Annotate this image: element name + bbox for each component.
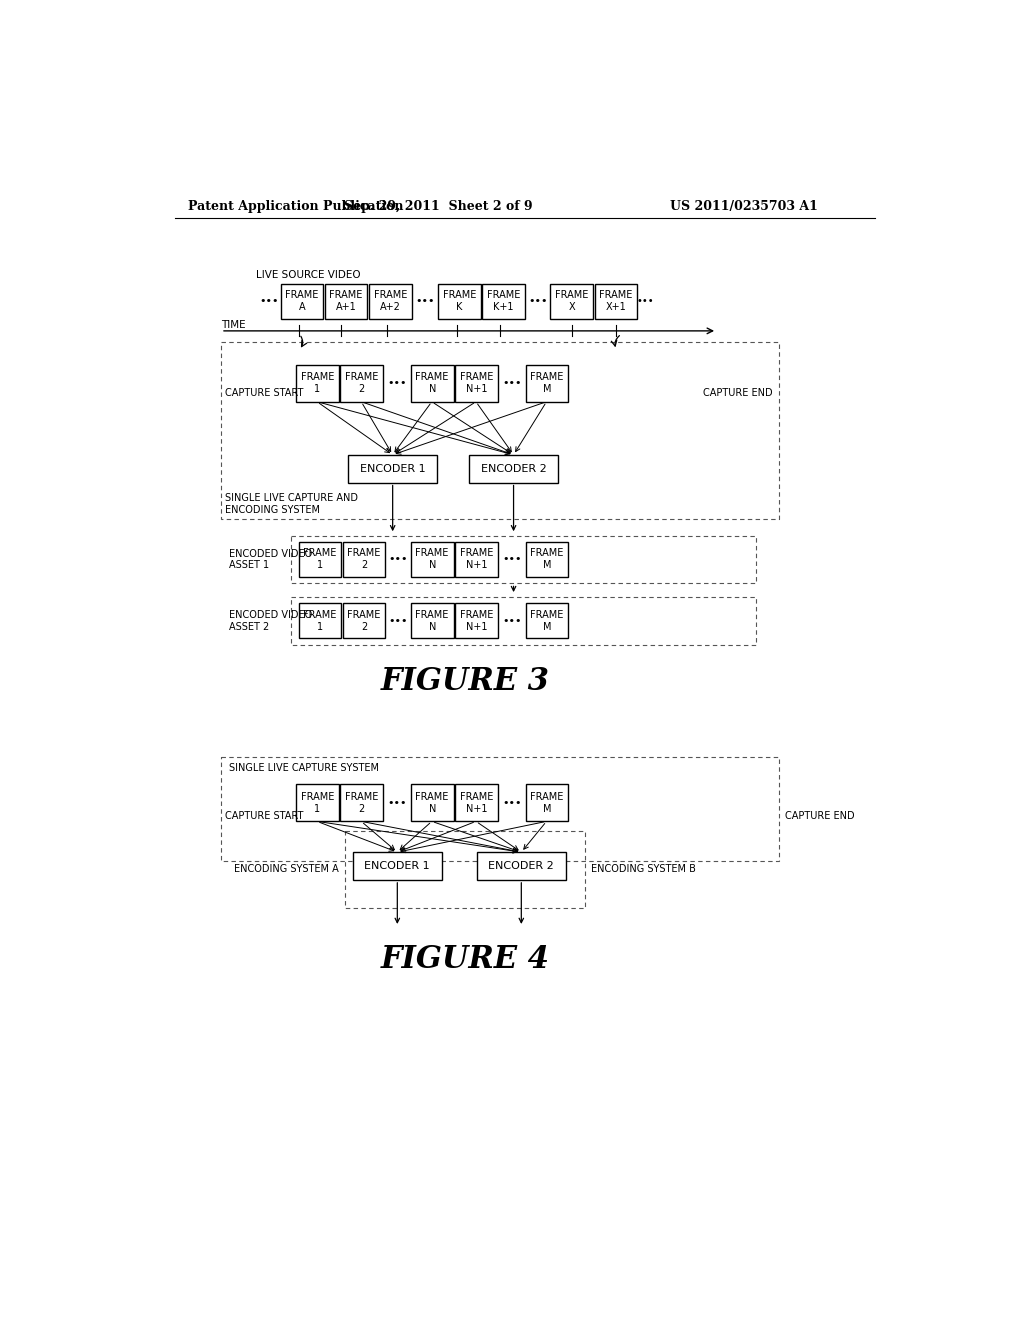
Bar xyxy=(340,364,383,401)
Text: •••: ••• xyxy=(389,554,409,564)
Text: •••: ••• xyxy=(502,616,521,626)
Bar xyxy=(525,784,568,821)
Text: •••: ••• xyxy=(387,379,407,388)
Text: CAPTURE START: CAPTURE START xyxy=(225,810,303,821)
Text: LIVE SOURCE VIDEO: LIVE SOURCE VIDEO xyxy=(256,271,360,280)
Text: •••: ••• xyxy=(528,296,548,306)
Text: •••: ••• xyxy=(389,616,409,626)
Bar xyxy=(455,364,498,401)
Bar xyxy=(455,603,498,638)
Bar xyxy=(369,284,412,318)
Text: •••: ••• xyxy=(387,797,407,808)
Text: FRAME
2: FRAME 2 xyxy=(347,610,381,632)
Text: ENCODER 1: ENCODER 1 xyxy=(359,463,426,474)
Text: CAPTURE START: CAPTURE START xyxy=(225,388,303,399)
Text: FRAME
2: FRAME 2 xyxy=(345,792,378,814)
Text: CAPTURE END: CAPTURE END xyxy=(785,810,855,821)
Bar xyxy=(345,830,586,908)
Bar xyxy=(343,543,385,577)
Bar xyxy=(411,543,454,577)
Text: ENCODER 2: ENCODER 2 xyxy=(480,463,547,474)
Text: FRAME
K: FRAME K xyxy=(442,290,476,313)
Text: FRAME
N+1: FRAME N+1 xyxy=(460,610,493,632)
Bar xyxy=(595,284,637,318)
Text: TIME: TIME xyxy=(221,319,246,330)
Bar xyxy=(525,603,568,638)
Text: US 2011/0235703 A1: US 2011/0235703 A1 xyxy=(671,199,818,213)
Text: FRAME
1: FRAME 1 xyxy=(301,792,334,814)
Bar xyxy=(352,853,442,880)
Text: FRAME
1: FRAME 1 xyxy=(301,372,334,395)
Bar xyxy=(221,342,779,519)
Bar xyxy=(299,543,341,577)
Text: FRAME
A+1: FRAME A+1 xyxy=(330,290,362,313)
Text: •••: ••• xyxy=(259,296,279,306)
Text: •••: ••• xyxy=(415,296,434,306)
Text: FRAME
A+2: FRAME A+2 xyxy=(374,290,407,313)
Text: FRAME
N+1: FRAME N+1 xyxy=(460,792,493,814)
Text: •••: ••• xyxy=(502,379,521,388)
Text: FRAME
N: FRAME N xyxy=(416,610,449,632)
Bar xyxy=(455,543,498,577)
Text: •••: ••• xyxy=(637,296,654,306)
Text: Patent Application Publication: Patent Application Publication xyxy=(188,199,403,213)
Text: ENCODED VIDEO
ASSET 1: ENCODED VIDEO ASSET 1 xyxy=(228,549,312,570)
Bar xyxy=(281,284,324,318)
Text: FRAME
M: FRAME M xyxy=(530,372,563,395)
Text: CAPTURE END: CAPTURE END xyxy=(703,388,773,399)
Bar xyxy=(455,784,498,821)
Text: FRAME
1: FRAME 1 xyxy=(303,548,337,570)
Text: FRAME
N+1: FRAME N+1 xyxy=(460,372,493,395)
Bar xyxy=(411,603,454,638)
Text: FRAME
2: FRAME 2 xyxy=(347,548,381,570)
Text: FRAME
M: FRAME M xyxy=(530,610,563,632)
Text: ENCODING SYSTEM A: ENCODING SYSTEM A xyxy=(234,865,339,874)
Bar xyxy=(299,603,341,638)
Text: FRAME
M: FRAME M xyxy=(530,792,563,814)
Bar xyxy=(291,597,756,645)
Text: FRAME
N+1: FRAME N+1 xyxy=(460,548,493,570)
Text: •••: ••• xyxy=(502,797,521,808)
Bar xyxy=(340,784,383,821)
Bar xyxy=(348,455,437,483)
Bar xyxy=(438,284,480,318)
Text: SINGLE LIVE CAPTURE SYSTEM: SINGLE LIVE CAPTURE SYSTEM xyxy=(228,763,379,774)
Bar xyxy=(525,364,568,401)
Bar xyxy=(343,603,385,638)
Bar xyxy=(469,455,558,483)
Bar xyxy=(411,784,454,821)
Text: ENCODED VIDEO
ASSET 2: ENCODED VIDEO ASSET 2 xyxy=(228,610,312,632)
Bar xyxy=(477,853,566,880)
Text: ENCODING SYSTEM B: ENCODING SYSTEM B xyxy=(592,865,696,874)
Text: FRAME
N: FRAME N xyxy=(416,372,449,395)
Text: FIGURE 4: FIGURE 4 xyxy=(381,944,550,974)
Text: •••: ••• xyxy=(502,554,521,564)
Text: FRAME
X: FRAME X xyxy=(555,290,589,313)
Text: FRAME
X+1: FRAME X+1 xyxy=(599,290,633,313)
Text: FRAME
N: FRAME N xyxy=(416,548,449,570)
Bar xyxy=(550,284,593,318)
Bar xyxy=(482,284,524,318)
Text: FRAME
1: FRAME 1 xyxy=(303,610,337,632)
Bar xyxy=(291,536,756,583)
Bar xyxy=(411,364,454,401)
Bar xyxy=(325,284,368,318)
Text: Sep. 29, 2011  Sheet 2 of 9: Sep. 29, 2011 Sheet 2 of 9 xyxy=(344,199,532,213)
Text: FRAME
M: FRAME M xyxy=(530,548,563,570)
Text: ENCODER 2: ENCODER 2 xyxy=(488,861,554,871)
Bar xyxy=(525,543,568,577)
Text: SINGLE LIVE CAPTURE AND
ENCODING SYSTEM: SINGLE LIVE CAPTURE AND ENCODING SYSTEM xyxy=(225,494,357,515)
Bar xyxy=(221,758,779,862)
Text: FIGURE 3: FIGURE 3 xyxy=(381,667,550,697)
Text: FRAME
2: FRAME 2 xyxy=(345,372,378,395)
Bar xyxy=(296,364,339,401)
Text: FRAME
A: FRAME A xyxy=(286,290,318,313)
Text: ENCODER 1: ENCODER 1 xyxy=(365,861,430,871)
Text: FRAME
K+1: FRAME K+1 xyxy=(486,290,520,313)
Bar xyxy=(296,784,339,821)
Text: FRAME
N: FRAME N xyxy=(416,792,449,814)
